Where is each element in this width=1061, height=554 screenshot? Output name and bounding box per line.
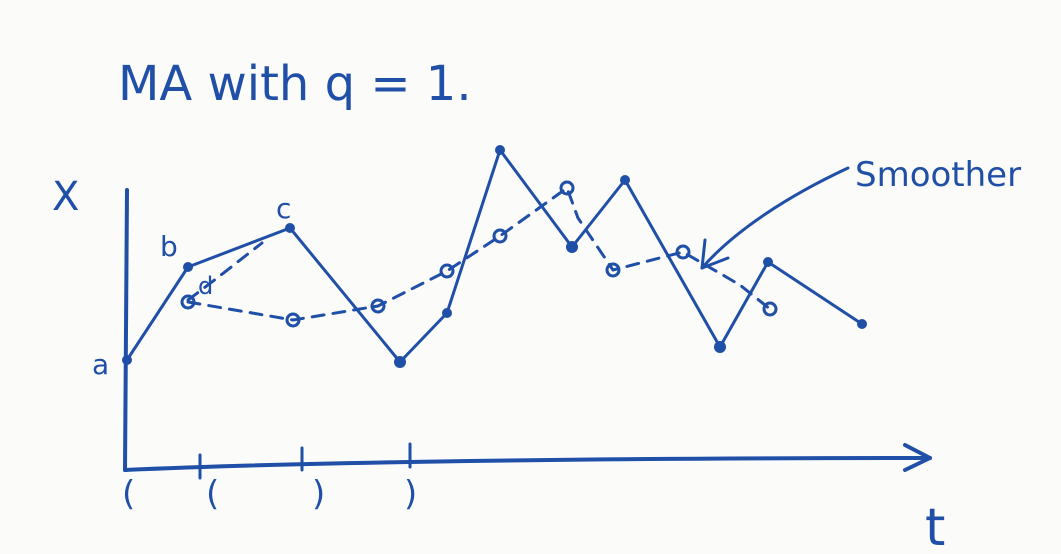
smoothed-point bbox=[370, 298, 386, 314]
data-point bbox=[620, 175, 630, 185]
construction-dashed-line bbox=[186, 241, 264, 302]
data-point bbox=[763, 257, 773, 267]
smoother-annotation-arrow bbox=[700, 166, 850, 270]
point-label-b: b bbox=[160, 230, 178, 263]
y-axis bbox=[123, 188, 129, 472]
data-point-b bbox=[183, 262, 193, 272]
smoothed-point bbox=[675, 244, 691, 260]
smoothed-point bbox=[439, 263, 455, 279]
smoothed-point bbox=[559, 180, 575, 196]
diagram-title: MA with q = 1. bbox=[118, 56, 472, 112]
point-label-c: c bbox=[276, 192, 291, 225]
data-point bbox=[566, 241, 578, 253]
smoothed-point bbox=[180, 294, 196, 310]
bracket-mark: ) bbox=[404, 474, 417, 514]
original-series-line bbox=[125, 148, 864, 364]
data-point bbox=[857, 319, 867, 329]
data-point bbox=[394, 356, 406, 368]
bracket-mark: ( bbox=[122, 474, 135, 514]
x-axis-label: t bbox=[925, 498, 945, 554]
data-point-a bbox=[122, 355, 132, 365]
smoother-annotation-label: Smoother bbox=[855, 155, 1021, 195]
x-axis bbox=[123, 456, 932, 472]
bracket-mark: ) bbox=[312, 474, 325, 514]
bracket-mark: ( bbox=[206, 474, 219, 514]
smoothed-point bbox=[492, 228, 508, 244]
data-point bbox=[495, 145, 505, 155]
y-axis-label: X bbox=[52, 174, 79, 220]
smoother-annotation-arrowhead bbox=[700, 238, 730, 270]
data-point-c bbox=[285, 223, 295, 233]
data-point bbox=[442, 308, 452, 318]
smoothed-point bbox=[762, 301, 778, 317]
smoothed-point bbox=[605, 262, 621, 278]
data-point bbox=[714, 341, 726, 353]
point-label-a: a bbox=[92, 348, 109, 381]
smoothed-point bbox=[285, 312, 301, 328]
x-axis-arrowhead bbox=[903, 443, 932, 472]
